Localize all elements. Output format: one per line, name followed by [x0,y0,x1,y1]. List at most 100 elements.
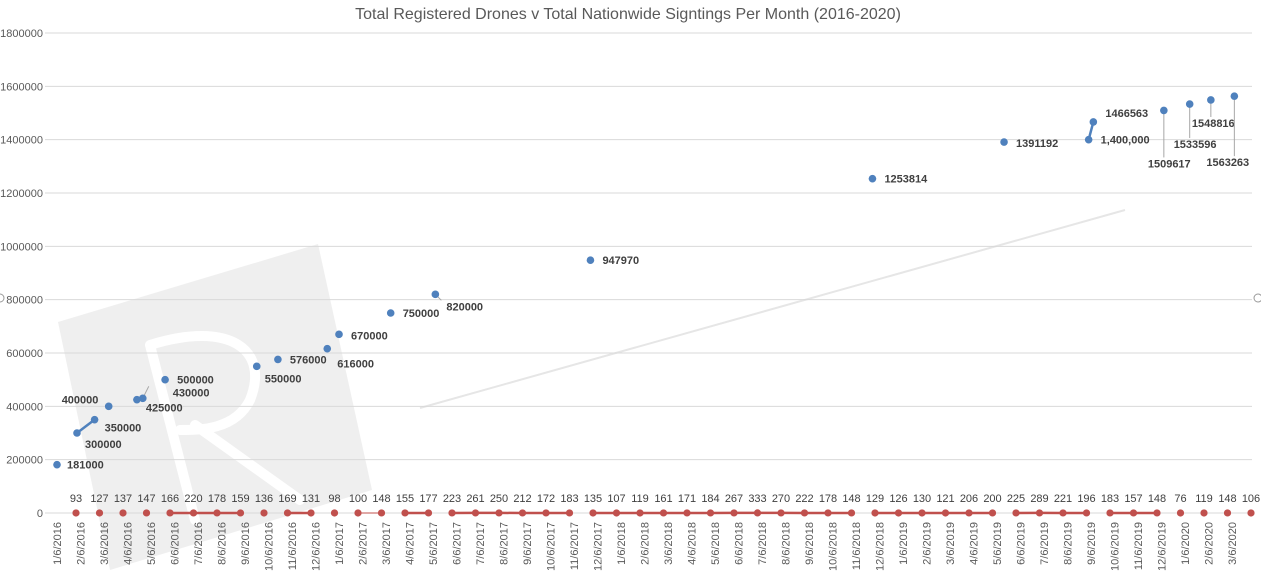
x-tick-label: 3/6/2017 [381,522,393,565]
y-tick-label: 1400000 [0,135,43,147]
sightings-data-label: 119 [631,493,649,505]
x-tick-label: 11/6/2019 [1133,522,1145,570]
x-tick-label: 9/6/2018 [804,522,816,565]
sightings-data-label: 129 [866,493,884,505]
sightings-point [988,509,997,517]
sightings-point [448,509,456,517]
sightings-point [871,509,879,517]
x-tick-label: 11/6/2016 [287,522,299,570]
sightings-point [1247,509,1255,517]
sightings-data-label: 220 [184,493,202,505]
drones-point [252,362,261,371]
sightings-data-label: 100 [349,493,367,505]
sightings-data-label: 126 [889,493,907,505]
drones-point [323,344,332,353]
sightings-point [1082,509,1091,517]
sightings-data-label: 93 [70,493,82,505]
drones-point [1084,135,1093,144]
sightings-data-label: 130 [913,493,931,505]
drones-point [274,355,282,364]
drones-point [1230,92,1239,100]
sightings-point [659,509,668,517]
sightings-data-label: 200 [983,493,1001,505]
drones-data-label: 400000 [62,394,99,406]
sightings-point [824,509,832,517]
sightings-point [354,509,362,517]
drones-data-label: 576000 [290,354,327,366]
sightings-data-label: 107 [607,493,625,505]
x-tick-label: 2/6/2017 [358,522,370,565]
x-tick-label: 10/6/2018 [828,522,840,571]
sightings-data-label: 157 [1124,493,1142,505]
sightings-point [119,509,127,517]
x-tick-label: 9/6/2019 [1086,522,1098,565]
sightings-data-label: 250 [490,493,508,505]
sightings-point [1153,509,1161,517]
x-tick-label: 6/6/2018 [734,522,746,565]
x-tick-label: 8/6/2018 [781,522,793,565]
x-tick-label: 7/6/2018 [757,522,769,565]
x-tick-label: 2/6/2018 [640,522,652,565]
sightings-data-label: 289 [1030,493,1048,505]
x-tick-label: 5/6/2017 [428,522,440,565]
drones-data-label: 430000 [173,387,210,399]
sightings-point [1176,509,1185,517]
sightings-point [542,509,550,517]
sightings-point [941,509,950,517]
x-tick-label: 3/6/2020 [1227,522,1239,565]
sightings-point [753,509,762,517]
x-tick-label: 2/6/2020 [1204,522,1216,565]
sightings-data-label: 270 [772,493,790,505]
sightings-data-label: 121 [936,493,954,505]
x-tick-label: 3/6/2016 [99,522,111,565]
sightings-data-label: 137 [114,493,132,505]
drones-point [138,394,147,403]
drones-point [104,402,113,411]
drones-data-label: 300000 [85,439,122,451]
sightings-point [166,509,174,517]
chart-resize-handle-left[interactable] [0,293,5,303]
sightings-data-label: 148 [842,493,860,505]
sightings-data-label: 161 [654,493,672,505]
watermark-square [58,244,372,570]
x-tick-label: 12/6/2019 [1157,522,1169,571]
sightings-point [1059,509,1067,517]
x-tick-label: 7/6/2016 [193,522,205,565]
x-tick-label: 12/6/2017 [593,522,605,571]
drones-point [73,429,81,437]
sightings-data-label: 261 [466,493,484,505]
x-tick-label: 1/6/2020 [1180,522,1192,565]
y-tick-label: 400000 [6,401,43,413]
sightings-point [636,509,644,517]
x-tick-label: 1/6/2018 [616,522,628,565]
sightings-data-label: 131 [302,493,320,505]
sightings-point [1106,509,1114,517]
y-tick-label: 1800000 [0,28,43,40]
drones-data-label: 616000 [337,359,374,371]
x-tick-label: 12/6/2018 [875,522,887,571]
sightings-point [471,509,480,517]
x-tick-label: 4/6/2018 [687,522,699,565]
drones-data-label: 947970 [602,255,639,267]
sightings-data-label: 76 [1174,493,1186,505]
chart-resize-handle-right[interactable] [1253,293,1261,303]
sightings-point [1200,509,1208,517]
sightings-point [260,509,268,517]
y-tick-label: 1600000 [0,81,43,93]
sightings-data-label: 148 [1218,493,1236,505]
drones-data-label: 550000 [265,373,302,385]
sightings-data-label: 171 [678,493,696,505]
sightings-point [495,509,503,517]
sightings-point [706,509,715,517]
drones-point [53,460,61,469]
sightings-point [847,509,856,517]
drones-data-label: 425000 [146,403,183,415]
drones-point [161,375,169,384]
drones-data-label: 750000 [403,308,440,320]
sightings-data-label: 225 [1007,493,1025,505]
x-tick-label: 9/6/2017 [522,522,534,565]
x-tick-label: 6/6/2016 [170,522,182,565]
sightings-data-label: 267 [725,493,743,505]
drones-data-label: 1533596 [1174,139,1217,151]
sightings-data-label: 172 [537,493,555,505]
